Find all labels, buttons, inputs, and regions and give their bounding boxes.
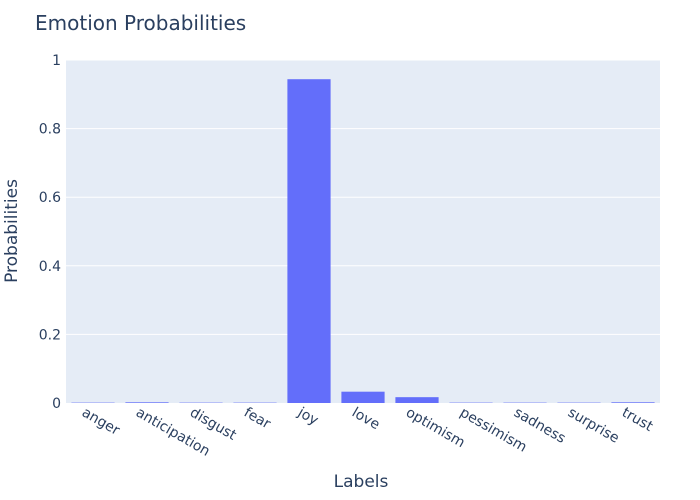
x-tick-label-joy: joy xyxy=(294,404,321,429)
plot-area xyxy=(66,60,660,403)
x-tick-label-love: love xyxy=(349,405,382,434)
bars xyxy=(71,79,655,403)
y-tick-label: 0.6 xyxy=(39,190,61,206)
y-tick-label: 0.4 xyxy=(39,259,61,275)
gridlines xyxy=(66,59,660,335)
y-axis-ticks: 0 0.2 0.4 0.6 0.8 1 xyxy=(39,53,61,412)
y-tick-label: 0.2 xyxy=(39,327,61,343)
bar-trust xyxy=(611,402,655,403)
y-tick-label: 0.8 xyxy=(39,122,61,138)
y-tick-label: 0 xyxy=(52,396,61,412)
x-tick-label-fear: fear xyxy=(241,405,273,433)
bar-love xyxy=(341,391,385,403)
bar-joy xyxy=(287,79,331,403)
x-tick-label-optimism: optimism xyxy=(403,405,468,452)
bar-anticipation xyxy=(125,402,169,403)
y-axis-title: Probabilities xyxy=(2,179,22,283)
chart-title: Emotion Probabilities xyxy=(35,11,246,35)
x-tick-label-anger: anger xyxy=(79,405,122,439)
x-axis-title: Labels xyxy=(334,472,389,492)
x-tick-label-surprise: surprise xyxy=(565,405,622,447)
x-tick-label-trust: trust xyxy=(619,405,656,436)
y-tick-label: 1 xyxy=(52,53,61,69)
bar-optimism xyxy=(395,397,439,403)
